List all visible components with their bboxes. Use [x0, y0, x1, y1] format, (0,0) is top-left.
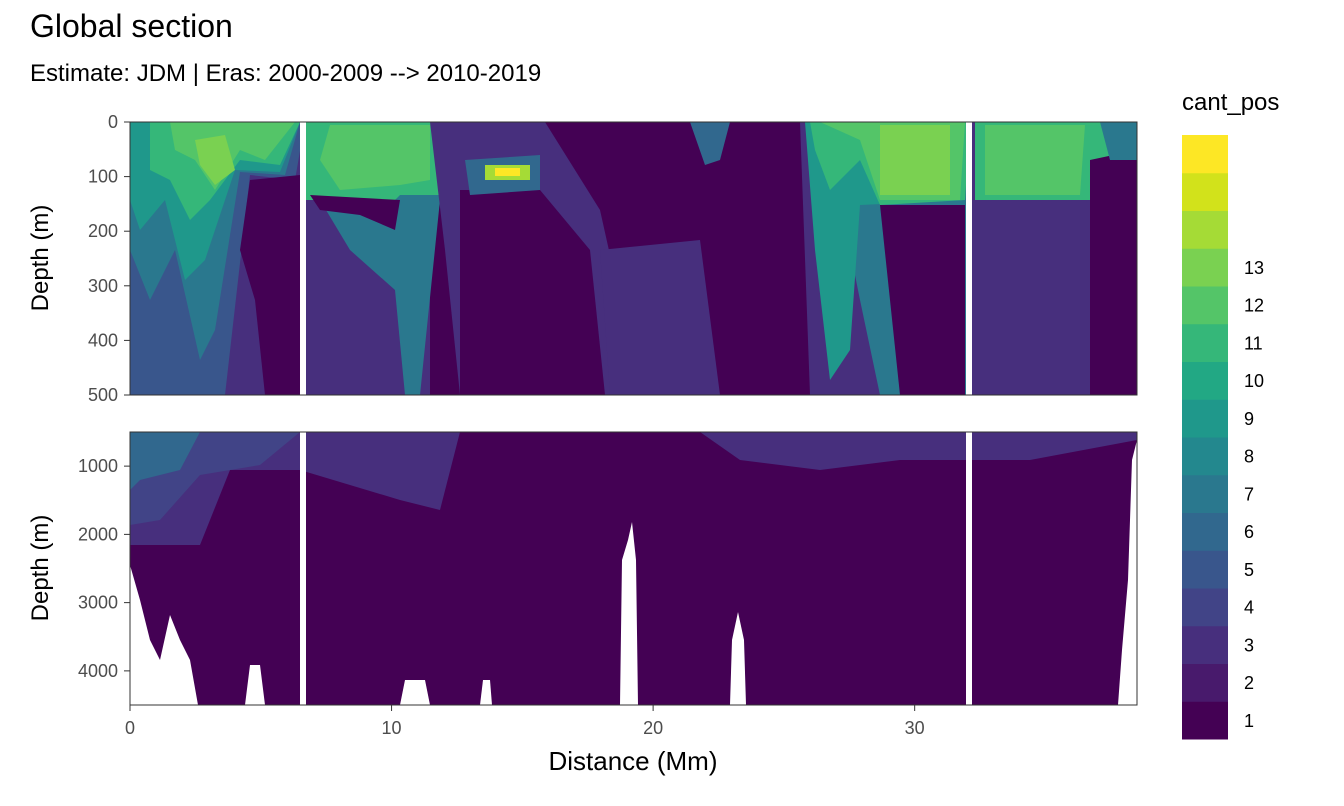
- legend-swatch: [1182, 361, 1228, 400]
- legend-swatch: [1182, 474, 1228, 513]
- seafloor-bump-2: [400, 680, 430, 705]
- legend-label: 2: [1244, 673, 1254, 693]
- x-tick-label: 0: [125, 718, 135, 738]
- contour-west-12: [195, 135, 235, 185]
- contour-central-band-top: [495, 168, 520, 176]
- legend-label: 4: [1244, 598, 1254, 618]
- x-axis: 0 10 20 30: [125, 705, 925, 738]
- contour-far-east-low: [1090, 150, 1137, 395]
- legend-swatch: [1182, 512, 1228, 551]
- legend-swatch: [1182, 701, 1228, 740]
- lower-section-gap-2: [966, 432, 972, 705]
- legend-label: 1: [1244, 711, 1254, 731]
- contour-east-12: [880, 125, 950, 195]
- contour-far-east-peak: [985, 125, 1085, 195]
- seafloor-bump-3: [480, 680, 492, 705]
- lower-west-upper: [130, 432, 200, 490]
- x-tick-label: 20: [643, 718, 663, 738]
- seafloor-bump-1: [245, 665, 265, 705]
- chart-title: Global section: [30, 8, 233, 44]
- legend-swatch: [1182, 625, 1228, 664]
- legend-title: cant_pos: [1182, 89, 1279, 116]
- legend-label: 12: [1244, 296, 1264, 316]
- contour-central-core: [460, 190, 605, 395]
- chart-subtitle: Estimate: JDM | Eras: 2000-2009 --> 2010…: [30, 60, 542, 87]
- legend-label: 9: [1244, 409, 1254, 429]
- legend-swatch: [1182, 286, 1228, 325]
- legend-colorbar: [1182, 135, 1228, 740]
- upper-panel: 0 100 200 300 400 500 Depth (m): [27, 112, 1138, 405]
- y-tick-label: 0: [108, 112, 118, 132]
- legend-swatch: [1182, 210, 1228, 249]
- legend-swatch: [1182, 172, 1228, 211]
- y-tick-label: 400: [88, 330, 118, 350]
- lower-east-shallow: [700, 432, 1137, 470]
- contour-west-low: [240, 175, 300, 395]
- y-tick-label: 4000: [78, 661, 118, 681]
- legend-swatch: [1182, 663, 1228, 702]
- y-tick-label: 1000: [78, 456, 118, 476]
- legend-label: 3: [1244, 635, 1254, 655]
- upper-y-axis-label: Depth (m): [27, 205, 54, 312]
- contour-mid-west-peak: [320, 125, 430, 190]
- seafloor-ridge-1: [620, 522, 638, 705]
- y-tick-label: 100: [88, 167, 118, 187]
- seafloor-west: [130, 565, 198, 705]
- contour-central-east: [600, 240, 720, 395]
- upper-panel-field: [130, 122, 1137, 395]
- upper-panel-border: [129, 121, 1138, 396]
- seafloor-ridge-2: [730, 612, 746, 705]
- x-axis-label: Distance (Mm): [548, 746, 717, 776]
- y-tick-label: 200: [88, 221, 118, 241]
- legend-label: 6: [1244, 522, 1254, 542]
- legend-swatch: [1182, 437, 1228, 476]
- legend-label: 8: [1244, 447, 1254, 467]
- legend-label: 10: [1244, 371, 1264, 391]
- legend-swatch: [1182, 248, 1228, 287]
- lower-y-axis: 1000 2000 3000 4000: [78, 456, 130, 681]
- legend-swatch: [1182, 399, 1228, 438]
- x-tick-label: 30: [905, 718, 925, 738]
- y-tick-label: 3000: [78, 593, 118, 613]
- legend-label: 11: [1244, 333, 1263, 353]
- legend-label: 7: [1244, 484, 1254, 504]
- contour-mid-west-low: [310, 195, 400, 230]
- legend-swatch: [1182, 323, 1228, 362]
- upper-y-axis: 0 100 200 300 400 500: [88, 112, 130, 405]
- legend-label: 5: [1244, 560, 1254, 580]
- contour-east-low: [880, 205, 965, 395]
- legend-swatch: [1182, 550, 1228, 589]
- y-tick-label: 500: [88, 385, 118, 405]
- lower-panel: 1000 2000 3000 4000 Depth (m): [27, 431, 1138, 706]
- lower-panel-field: [130, 432, 1137, 705]
- y-tick-label: 300: [88, 276, 118, 296]
- contour-far-east-edge: [1100, 122, 1137, 160]
- lower-section-gap-1: [300, 432, 306, 705]
- lower-y-axis-label: Depth (m): [27, 515, 54, 622]
- legend-swatch: [1182, 135, 1228, 174]
- section-gap-2: [966, 122, 972, 395]
- x-tick-label: 10: [382, 718, 402, 738]
- legend-label: 13: [1244, 258, 1264, 278]
- section-gap-1: [300, 122, 306, 395]
- legend-swatch: [1182, 588, 1228, 627]
- lower-panel-border: [129, 431, 1138, 706]
- contour-central-ridge: [690, 122, 730, 165]
- y-tick-label: 2000: [78, 524, 118, 544]
- seafloor-east: [1118, 440, 1137, 705]
